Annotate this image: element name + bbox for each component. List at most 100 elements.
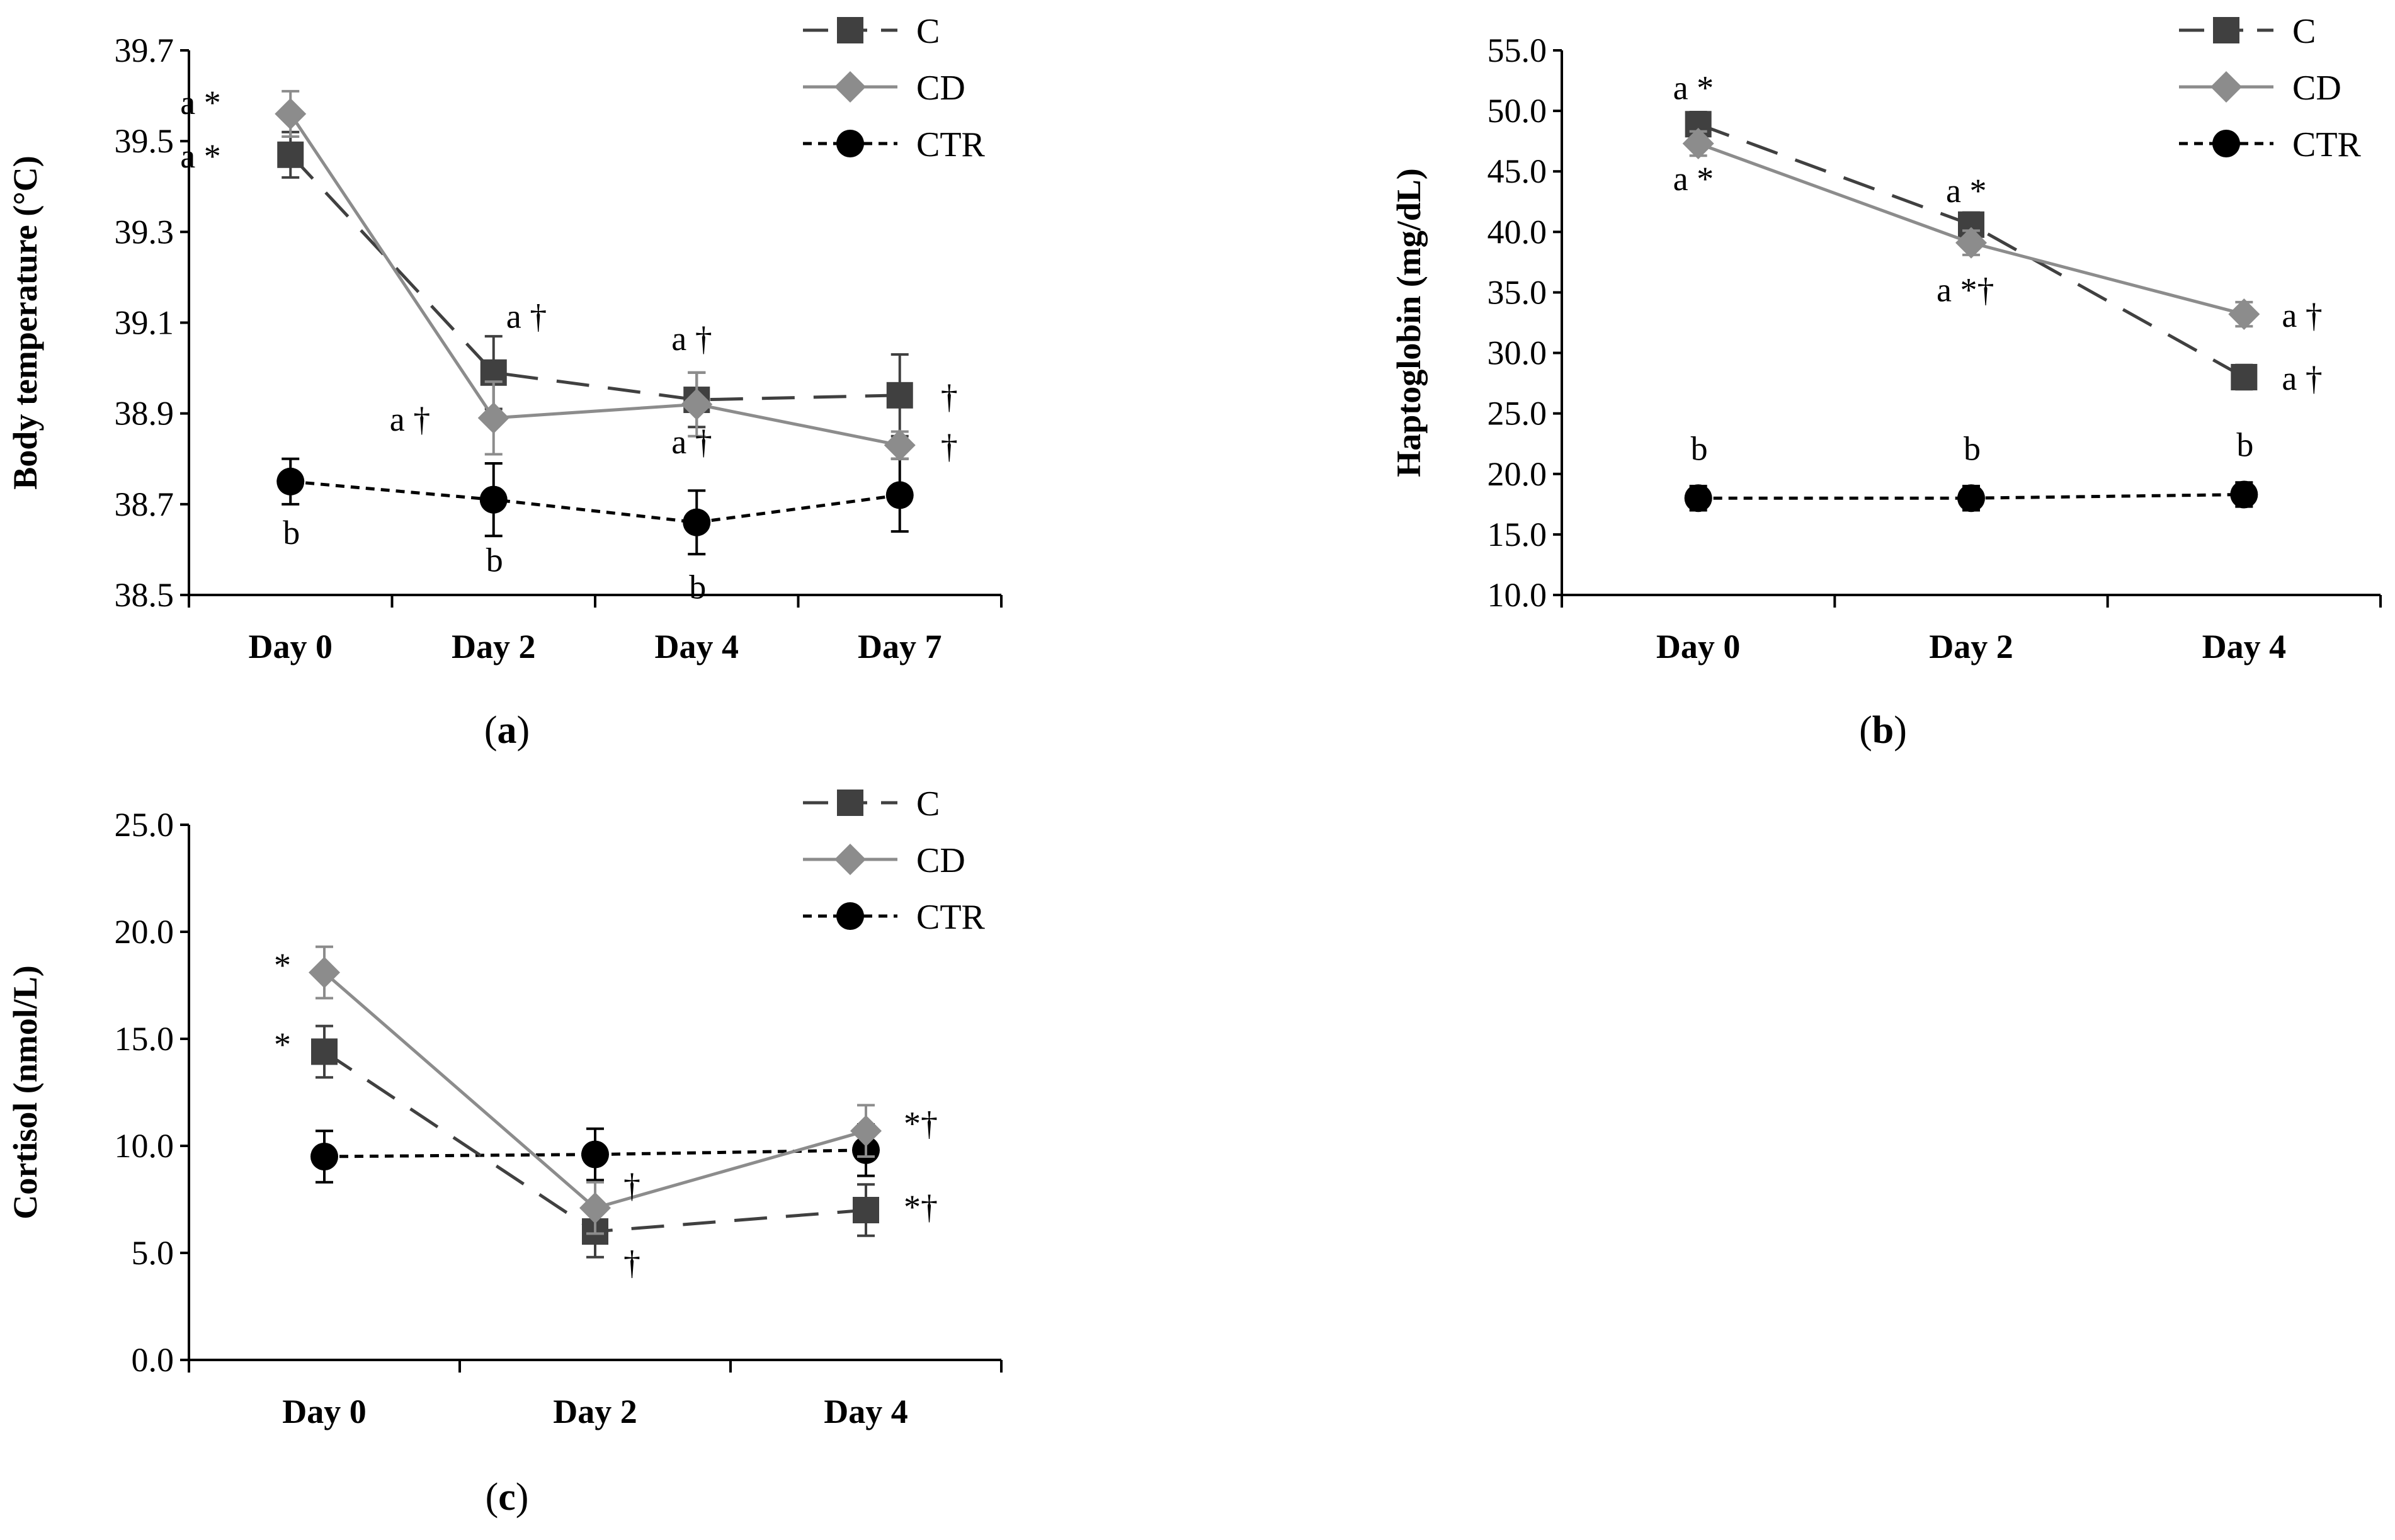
significance-label: b [689, 569, 706, 606]
y-tick-label: 10.0 [1488, 576, 1547, 614]
y-tick-label: 0.0 [132, 1341, 174, 1379]
y-tick-label: 38.9 [115, 395, 174, 433]
data-point-CD [309, 956, 340, 988]
panel-b-haptoglobin: 10.0 15.0 20.0 25.0 30.0 35.0 40.0 45.0 50.0 55.0… [1390, 12, 2382, 752]
y-tick-label: 38.7 [115, 485, 174, 523]
legend-marker-CD [2210, 71, 2242, 103]
panel-caption: (a) [484, 709, 530, 752]
y-tick-label: 45.0 [1488, 152, 1547, 190]
significance-label: † [941, 427, 958, 465]
y-tick-label: 30.0 [1488, 334, 1547, 372]
x-category-label: Day 0 [1656, 628, 1741, 665]
y-tick-label: 25.0 [1488, 395, 1547, 433]
significance-label: a * [1673, 160, 1714, 198]
legend-marker-C [837, 790, 863, 816]
significance-label: a † [2282, 360, 2322, 397]
data-point-CD [850, 1115, 882, 1147]
data-point-CD [681, 388, 713, 421]
significance-label: † [623, 1244, 640, 1282]
x-category-label: Day 2 [553, 1393, 637, 1430]
data-point-CTR [581, 1140, 609, 1169]
significance-label: a † [671, 320, 712, 358]
significance-label: *† [904, 1188, 938, 1226]
panel-caption: (c) [486, 1476, 529, 1519]
x-category-label: Day 4 [824, 1393, 908, 1430]
legend-label-C: C [916, 784, 940, 824]
y-tick-label: 39.7 [115, 31, 174, 69]
significance-label: b [1691, 429, 1708, 467]
legend-marker-C [2213, 17, 2239, 43]
data-point-CTR [683, 508, 711, 536]
significance-label: b [1964, 429, 1981, 467]
data-point-CD [1682, 128, 1714, 160]
significance-label: † [623, 1167, 640, 1204]
data-point-C [2231, 364, 2258, 390]
legend-label-CTR: CTR [2292, 125, 2362, 164]
data-point-CD [579, 1192, 611, 1224]
significance-label: a * [180, 84, 220, 122]
significance-label: * [274, 1026, 291, 1063]
legend-label-C: C [2292, 12, 2316, 51]
y-tick-label: 50.0 [1488, 92, 1547, 130]
y-tick-label: 20.0 [115, 913, 174, 951]
legend-label-CTR: CTR [916, 125, 986, 164]
data-point-CD [2228, 298, 2260, 331]
legend-marker-CTR [836, 130, 864, 157]
y-tick-label: 39.5 [115, 122, 174, 160]
data-point-C [277, 141, 304, 168]
significance-label: a † [506, 298, 547, 336]
legend-label-CD: CD [916, 841, 965, 880]
legend-marker-CTR [836, 902, 864, 930]
y-tick-label: 20.0 [1488, 455, 1547, 493]
significance-label: b [283, 514, 300, 552]
legend-label-CTR: CTR [916, 898, 986, 937]
significance-label: b [486, 541, 503, 579]
legend-marker-CD [834, 71, 866, 103]
significance-label: a * [1946, 172, 1986, 210]
panel-caption: (b) [1859, 709, 1907, 752]
y-tick-label: 35.0 [1488, 273, 1547, 311]
x-category-label: Day 2 [452, 628, 536, 665]
x-category-label: Day 2 [1929, 628, 2013, 665]
data-point-CD [884, 429, 916, 461]
y-tick-label: 25.0 [115, 806, 174, 844]
x-category-label: Day 4 [2202, 628, 2287, 665]
y-tick-label: 5.0 [132, 1234, 174, 1272]
y-tick-label: 39.1 [115, 304, 174, 342]
y-axis-title: Body temperature (°C) [6, 156, 44, 489]
data-point-CTR [1684, 484, 1712, 512]
data-point-CTR [885, 481, 914, 509]
legend-marker-CD [834, 844, 866, 875]
significance-label: a † [2282, 297, 2322, 334]
legend-label-CD: CD [2292, 69, 2341, 108]
legend-label-C: C [916, 12, 940, 51]
significance-label: a * [1673, 69, 1714, 107]
x-category-label: Day 4 [655, 628, 739, 665]
significance-label: b [2236, 426, 2253, 464]
x-category-label: Day 7 [858, 628, 942, 665]
series-line-CTR [290, 480, 901, 524]
data-point-C [886, 382, 913, 409]
data-point-C [853, 1197, 879, 1223]
y-axis-title: Haptoglobin (mg/dL) [1390, 168, 1428, 477]
significance-label: a *† [1937, 271, 1994, 309]
y-tick-label: 40.0 [1488, 213, 1547, 251]
panel-a-body-temperature: 38.5 38.7 38.9 39.1 39.3 39.5 39.7 Day 0 Day 2 Da… [6, 12, 1003, 752]
data-point-CTR [310, 1143, 338, 1170]
y-tick-label: 55.0 [1488, 31, 1547, 69]
legend-marker-C [837, 17, 863, 43]
series-line-C [289, 154, 900, 402]
significance-label: a † [671, 423, 712, 461]
y-tick-label: 10.0 [115, 1127, 174, 1165]
data-point-CD [1955, 227, 1987, 259]
significance-label: a † [390, 400, 430, 438]
data-point-CD [275, 98, 307, 130]
y-tick-label: 39.3 [115, 213, 174, 251]
data-point-CTR [2230, 480, 2258, 509]
x-category-label: Day 0 [282, 1393, 367, 1430]
data-point-CD [477, 402, 509, 434]
significance-label: * [274, 946, 291, 984]
data-point-CTR [276, 467, 305, 495]
data-point-CTR [1957, 484, 1985, 512]
